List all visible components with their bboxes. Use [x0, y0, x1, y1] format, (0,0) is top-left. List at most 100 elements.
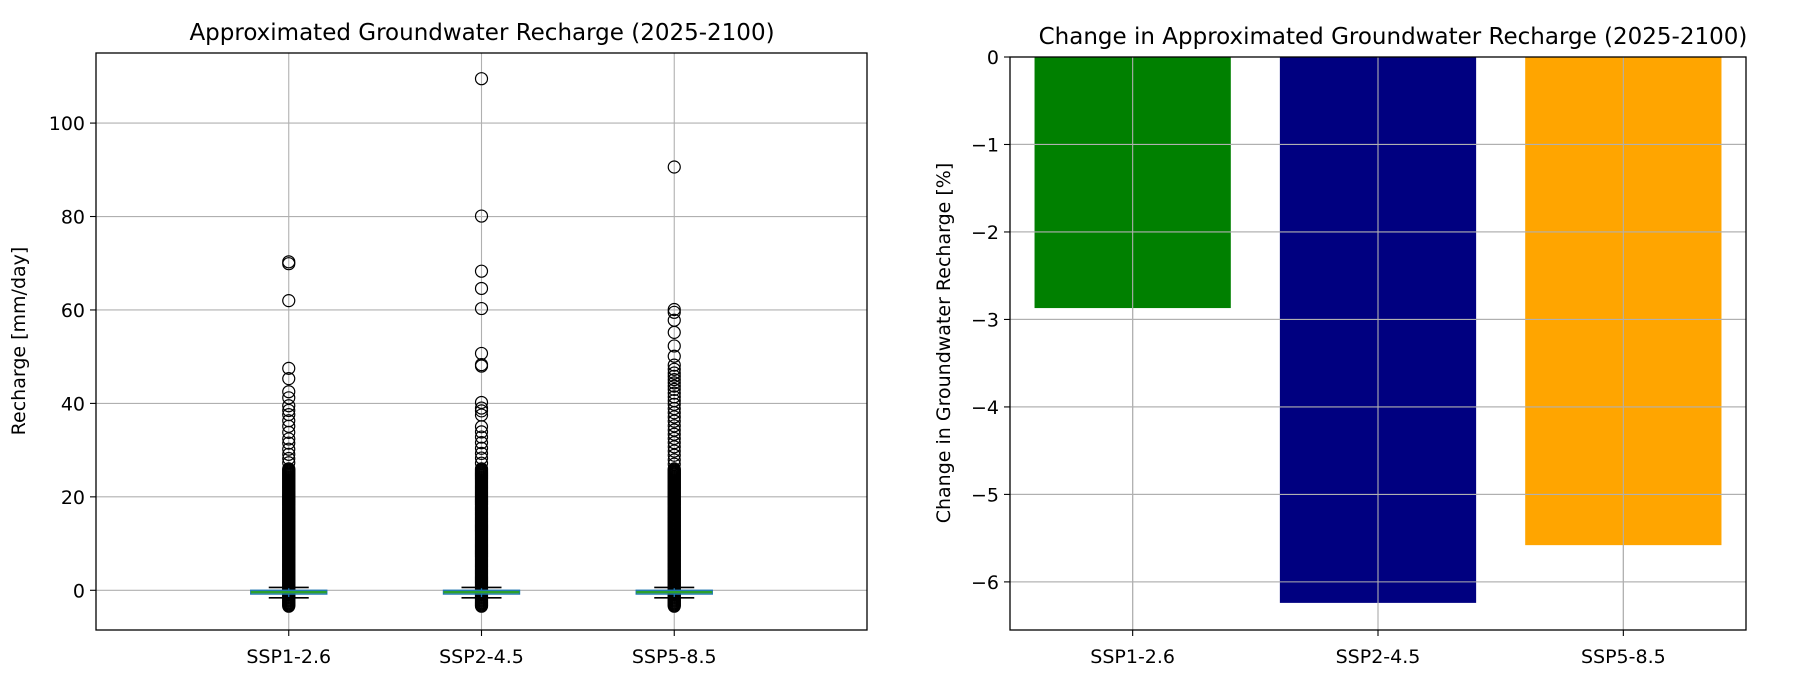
- boxplot-outlier-point: [667, 349, 681, 363]
- boxplot-outlier-point: [667, 369, 681, 383]
- boxplot-x-tick-label: SSP5-8.5: [632, 646, 717, 668]
- boxplot-outlier-point: [474, 456, 489, 470]
- boxplot-outlier-point: [667, 372, 681, 387]
- boxplot-y-tick-label: 40: [61, 393, 85, 415]
- boxplot-outlier-point: [282, 391, 296, 405]
- boxplot-outlier-point: [667, 410, 681, 424]
- boxplot-y-tick-label: 60: [61, 300, 85, 322]
- bar-chart-x-tick-label: SSP1-2.6: [1090, 646, 1175, 668]
- boxplot-outlier-point: [667, 462, 681, 476]
- bar-chart-x-tick-label: SSP5-8.5: [1581, 646, 1666, 668]
- boxplot-box-SSP1-2.6: [250, 255, 328, 613]
- boxplot-outlier-point: [667, 366, 681, 380]
- boxplot-outlier-point: [474, 395, 489, 410]
- boxplot-outlier-point: [667, 419, 681, 433]
- boxplot-outlier-point: [282, 403, 296, 418]
- boxplot-outlier-point: [667, 386, 681, 400]
- bar-chart-y-axis-label: Change in Groundwater Recharge [%]: [933, 163, 955, 524]
- boxplot-outlier-point: [667, 440, 681, 454]
- boxplot-outlier-point: [667, 376, 681, 390]
- boxplot-outlier-point: [474, 420, 489, 434]
- boxplot-outlier-point: [667, 453, 681, 467]
- boxplot-title: Approximated Groundwater Recharge (2025-…: [189, 20, 774, 46]
- boxplot-box-SSP2-4.5: [442, 72, 521, 613]
- boxplot-outlier-point: [667, 325, 681, 339]
- boxplot-outlier-point: [282, 451, 296, 466]
- bar-chart-y-tick-label: −2: [971, 222, 999, 244]
- bar-chart-axes-frame: [1009, 56, 1747, 631]
- boxplot-outlier-point: [474, 462, 489, 476]
- boxplot-outlier-point: [667, 423, 681, 437]
- boxplot-y-axis-label: Recharge [mm/day]: [8, 247, 30, 436]
- boxplot-outlier-point: [667, 406, 681, 420]
- boxplot-outlier-point: [474, 404, 489, 418]
- boxplot-outlier-point: [667, 431, 681, 446]
- boxplot-outlier-point: [667, 457, 681, 471]
- boxplot-outlier-point: [667, 436, 681, 450]
- bar-chart-y-tick-label: −6: [971, 572, 999, 594]
- boxplot-outlier-point: [474, 441, 489, 455]
- bar-panel: Change in Approximated Groundwater Recha…: [933, 24, 1747, 668]
- boxplot-outlier-point: [282, 294, 296, 308]
- boxplot-outlier-point: [474, 359, 489, 373]
- boxplot-outlier-point: [667, 160, 681, 174]
- boxplot-y-tick-label: 20: [61, 487, 85, 509]
- boxplot-outlier-point: [667, 414, 681, 428]
- boxplot-outlier-point: [474, 346, 489, 361]
- boxplot-outlier-point: [667, 339, 681, 353]
- boxplot-box-SSP5-8.5: [635, 160, 713, 613]
- boxplot-outlier-point: [667, 305, 681, 319]
- boxplot-axes-frame: [95, 52, 868, 631]
- boxplot-y-tick-label: 100: [49, 113, 85, 135]
- boxplot-outlier-point: [667, 427, 681, 441]
- boxplot-panel: Approximated Groundwater Recharge (2025-…: [8, 20, 868, 668]
- boxplot-outlier-point: [667, 358, 681, 372]
- boxplot-outlier-point: [282, 372, 296, 386]
- bar-chart-grid-overlay: [1010, 56, 1746, 630]
- boxplot-outlier-point: [667, 401, 681, 416]
- boxplot-outlier-point: [667, 397, 681, 411]
- boxplot-outlier-point: [282, 385, 296, 399]
- boxplot-y-tick-label: 0: [73, 580, 85, 602]
- boxplot-outlier-point: [474, 281, 489, 296]
- boxplot-x-ticks: SSP1-2.6 SSP2-4.5 SSP5-8.5: [246, 630, 717, 668]
- boxplot-outlier-point: [474, 72, 489, 86]
- boxplot-outlier-point: [282, 399, 296, 413]
- boxplot-outlier-point: [474, 264, 489, 278]
- boxplot-outlier-point: [282, 425, 296, 439]
- boxplot-outlier-point: [474, 401, 489, 415]
- bar-chart-title: Change in Approximated Groundwater Recha…: [1039, 24, 1748, 50]
- boxplot-outlier-point: [474, 425, 489, 439]
- boxplot-outlier-point: [667, 448, 681, 462]
- boxplot-outlier-point: [667, 302, 681, 317]
- boxplot-outlier-point: [282, 442, 296, 456]
- bar-chart-x-tick-label: SSP2-4.5: [1336, 646, 1421, 668]
- boxplot-outlier-point: [667, 379, 681, 393]
- bar-chart-y-tick-label: 0: [987, 47, 999, 69]
- boxplot-outlier-point: [474, 451, 489, 465]
- boxplot-grid: [96, 53, 867, 630]
- bar-chart-x-ticks: SSP1-2.6 SSP2-4.5 SSP5-8.5: [1090, 630, 1666, 668]
- boxplot-boxes: [250, 72, 713, 613]
- boxplot-x-tick-label: SSP1-2.6: [246, 646, 331, 668]
- boxplot-outlier-point: [282, 361, 296, 375]
- boxplot-outlier-point: [474, 446, 489, 460]
- boxplot-outlier-point: [282, 257, 296, 271]
- boxplot-outlier-point: [282, 447, 296, 461]
- boxplot-outlier-point: [474, 430, 489, 444]
- boxplot-outlier-point: [667, 382, 681, 396]
- boxplot-outlier-point: [667, 362, 681, 376]
- boxplot-outlier-point: [282, 419, 296, 433]
- boxplot-outlier-point: [282, 456, 296, 470]
- bar-chart-y-tick-label: −3: [971, 309, 999, 331]
- boxplot-outlier-point: [282, 436, 296, 450]
- boxplot-outlier-point: [474, 209, 489, 223]
- boxplot-y-tick-label: 80: [61, 207, 85, 229]
- boxplot-outlier-point: [282, 462, 296, 476]
- boxplot-outlier-point: [667, 444, 681, 458]
- bar-chart-y-tick-label: −5: [971, 484, 999, 506]
- bar-chart-y-tick-label: −1: [971, 134, 999, 156]
- bar-chart-y-tick-label: −4: [971, 397, 999, 419]
- boxplot-y-ticks: 0 20 40 60 80 100: [49, 113, 96, 602]
